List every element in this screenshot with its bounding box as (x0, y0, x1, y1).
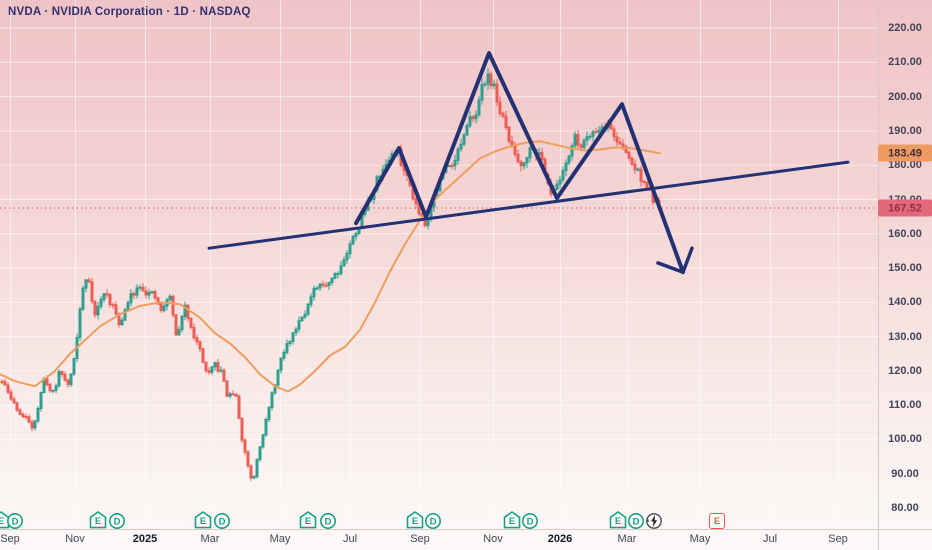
time-axis-label: Jul (342, 533, 358, 545)
price-axis-label: 190.00 (888, 124, 922, 137)
time-axis-label: Mar (617, 533, 637, 545)
price-axis-label: 130.00 (888, 330, 922, 343)
svg-text:D: D (430, 516, 437, 527)
svg-text:D: D (114, 516, 121, 527)
svg-text:E: E (305, 516, 311, 527)
upcoming-earnings-marker-icon[interactable]: E (709, 513, 725, 529)
grid-lines (0, 0, 878, 530)
earnings-marker-icon[interactable]: E (0, 511, 10, 529)
earnings-marker-icon[interactable]: E (609, 511, 627, 529)
support-trendline-drawing[interactable] (207, 160, 850, 250)
bearish-projection-zigzag-drawing[interactable] (354, 51, 694, 275)
dividend-marker-icon[interactable]: D (320, 511, 337, 529)
svg-text:E: E (200, 516, 206, 527)
time-axis-label: Nov (65, 533, 85, 545)
earnings-marker-icon[interactable]: E (299, 511, 317, 529)
time-axis-year-label: 2025 (132, 533, 158, 545)
price-axis-label: 140.00 (888, 296, 922, 309)
svg-text:D: D (11, 516, 18, 527)
svg-text:D: D (527, 516, 534, 527)
price-axis-label: 110.00 (888, 399, 922, 412)
ma-price-badge: 183.49 (878, 144, 932, 162)
dividend-marker-icon[interactable]: D (425, 511, 442, 529)
price-axis-label: 100.00 (888, 433, 922, 446)
price-axis-label: 220.00 (888, 22, 922, 35)
price-axis-label: 200.00 (888, 90, 922, 103)
svg-text:E: E (95, 516, 101, 527)
price-axis-label: 180.00 (888, 159, 922, 172)
time-axis-label: Sep (828, 533, 848, 545)
price-axis-label: 120.00 (888, 364, 922, 377)
svg-text:E: E (412, 516, 418, 527)
svg-text:D: D (219, 516, 226, 527)
time-axis-label: May (689, 533, 711, 545)
svg-text:E: E (615, 516, 621, 527)
price-axis-label: 90.00 (891, 467, 919, 480)
time-axis-label: Mar (200, 533, 220, 545)
price-axis-label: 210.00 (888, 56, 922, 69)
moving-average-line[interactable] (0, 140, 661, 393)
time-axis-label: Sep (0, 533, 20, 545)
earnings-marker-icon[interactable]: E (503, 511, 521, 529)
price-axis-label: 80.00 (891, 502, 919, 515)
last-price-badge: 167.52 (878, 199, 932, 217)
time-axis-label: Nov (483, 533, 503, 545)
streaming-events-icon[interactable] (645, 511, 663, 529)
dividend-marker-icon[interactable]: D (6, 511, 23, 529)
symbol-legend[interactable]: NVDA · NVIDIA Corporation · 1D · NASDAQ (8, 6, 251, 18)
arrow-head-icon (681, 246, 694, 274)
up-candles (33, 68, 658, 480)
time-axis-label: May (269, 533, 291, 545)
dividend-marker-icon[interactable]: D (522, 511, 539, 529)
time-axis-label: Jul (762, 533, 778, 545)
down-candles (0, 71, 661, 481)
arrow-head-icon (656, 261, 685, 274)
dividend-marker-icon[interactable]: D (109, 511, 126, 529)
svg-text:D: D (633, 516, 640, 527)
time-axis-label: Sep (410, 533, 430, 545)
svg-text:E: E (0, 516, 4, 527)
svg-text:D: D (325, 516, 332, 527)
price-axis-label: 150.00 (888, 262, 922, 275)
svg-text:E: E (509, 516, 515, 527)
dividend-marker-icon[interactable]: D (628, 511, 645, 529)
price-axis-label: 160.00 (888, 227, 922, 240)
dividend-marker-icon[interactable]: D (214, 511, 231, 529)
earnings-marker-icon[interactable]: E (406, 511, 424, 529)
time-axis-year-label: 2026 (547, 533, 573, 545)
earnings-marker-icon[interactable]: E (194, 511, 212, 529)
earnings-marker-icon[interactable]: E (89, 511, 107, 529)
